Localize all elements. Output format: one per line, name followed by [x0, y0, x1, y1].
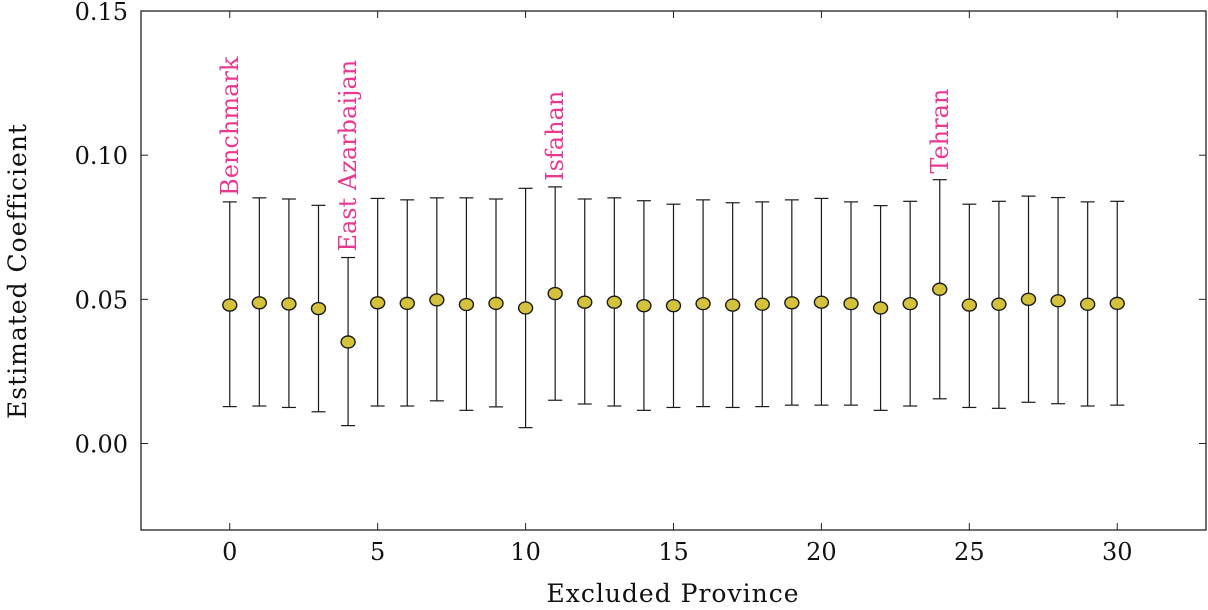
x-tick-label: 5	[370, 538, 385, 566]
point-marker	[399, 296, 415, 311]
point-marker	[724, 298, 741, 312]
y-tick-label: 0.05	[75, 286, 128, 314]
annotation-label: Benchmark	[216, 56, 244, 196]
point-marker	[340, 335, 356, 349]
annotation-label: Tehran	[926, 89, 954, 174]
point-markers	[222, 282, 1125, 349]
point-marker	[636, 298, 652, 313]
x-tick-label: 30	[1102, 538, 1133, 566]
point-marker	[695, 296, 711, 311]
x-tick-label: 15	[658, 538, 689, 566]
x-axis-label: Excluded Province	[546, 579, 799, 608]
point-marker	[1109, 296, 1125, 311]
point-marker	[1020, 292, 1037, 307]
point-marker	[458, 297, 475, 312]
point-marker	[488, 296, 504, 311]
point-marker	[665, 298, 682, 313]
point-marker	[547, 286, 563, 301]
point-marker	[310, 301, 327, 316]
point-marker	[1050, 294, 1066, 308]
point-marker	[606, 295, 623, 309]
point-marker	[754, 297, 770, 311]
y-tick-label: 0.15	[75, 0, 128, 26]
x-tick-label: 0	[222, 538, 237, 566]
y-axis-label: Estimated Coefficient	[3, 123, 32, 419]
y-tick-label: 0.00	[75, 431, 128, 459]
point-marker	[222, 298, 238, 312]
point-marker	[281, 297, 297, 311]
x-tick-label: 20	[806, 538, 837, 566]
point-marker	[813, 295, 830, 309]
point-marker	[369, 296, 386, 310]
point-marker	[932, 282, 948, 296]
point-marker	[784, 296, 800, 310]
axis-ticks: 0 5 10 15 20 25 30 0.00 0.05 0.10 0.15	[75, 0, 1206, 566]
x-tick-label: 10	[510, 538, 541, 566]
point-marker	[429, 293, 445, 307]
annotation-label: Isfahan	[541, 91, 569, 181]
annotation-label: East Azarbaijan	[334, 60, 362, 252]
point-marker	[902, 296, 918, 311]
point-marker	[843, 296, 859, 311]
point-marker	[517, 301, 534, 315]
point-marker	[577, 295, 593, 309]
point-marker	[961, 298, 978, 312]
point-marker	[1079, 297, 1096, 311]
x-tick-label: 25	[954, 538, 985, 566]
y-tick-label: 0.10	[75, 142, 128, 170]
point-marker	[251, 296, 268, 310]
point-marker	[872, 301, 889, 315]
point-marker	[991, 297, 1007, 311]
annotations: Benchmark East Azarbaijan Isfahan Tehran	[216, 56, 954, 251]
